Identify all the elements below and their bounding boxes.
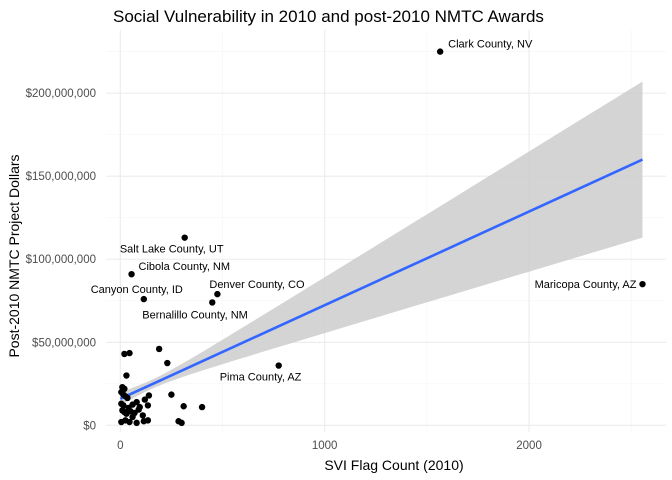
data-point [129, 401, 136, 408]
data-point [436, 48, 444, 55]
y-tick-label: $200,000,000 [26, 88, 96, 100]
chart-title: Social Vulnerability in 2010 and post-20… [113, 7, 544, 26]
data-point [128, 270, 135, 278]
data-point [141, 396, 149, 403]
confidence-band-area [120, 81, 643, 406]
point-label: Bernalillo County, NM [142, 309, 248, 321]
data-point [126, 349, 133, 357]
point-label: Salt Lake County, UT [120, 244, 224, 256]
data-point [139, 412, 146, 419]
x-tick-label: 2000 [516, 440, 542, 452]
point-label: Denver County, CO [209, 279, 305, 291]
confidence-band [120, 81, 643, 406]
trend-line [119, 158, 644, 400]
data-point [214, 290, 221, 298]
y-tick-label: $0 [83, 420, 96, 432]
data-point [121, 350, 128, 358]
point-annotations: Clark County, NV Maricopa County, AZ Salt … [91, 39, 637, 384]
data-point [144, 402, 152, 409]
data-point [178, 419, 185, 427]
x-tick-label: 0 [117, 440, 123, 452]
point-label: Cibola County, NM [139, 261, 231, 273]
data-point [123, 372, 130, 379]
data-point [140, 295, 148, 303]
data-point [198, 403, 206, 411]
y-tick-label: $100,000,000 [26, 254, 96, 266]
y-tick-label: $150,000,000 [26, 171, 96, 183]
point-label: Canyon County, ID [91, 284, 183, 296]
data-point [133, 419, 140, 427]
data-point [181, 234, 188, 241]
data-point [168, 391, 175, 398]
data-point [129, 413, 136, 421]
data-point [155, 345, 163, 353]
data-point [275, 362, 282, 369]
data-point [120, 402, 127, 409]
data-point [124, 394, 131, 402]
data-point [180, 403, 187, 410]
x-tick-label: 1000 [312, 440, 338, 452]
data-points [118, 48, 646, 427]
data-point [135, 406, 142, 413]
data-point [639, 280, 646, 288]
y-axis-ticks: $0 $50,000,000 $100,000,000 $150,000,000 $20… [26, 88, 96, 432]
data-point [126, 418, 133, 426]
data-point [209, 299, 216, 306]
point-label: Pima County, AZ [220, 372, 302, 384]
data-point [118, 418, 125, 426]
y-axis-title: Post-2010 NMTC Project Dollars [6, 154, 22, 357]
trend-line-group [119, 158, 644, 400]
data-point [144, 417, 152, 424]
x-axis-ticks: 0 1000 2000 [117, 440, 542, 452]
data-point [145, 392, 153, 399]
point-label: Maricopa County, AZ [535, 279, 637, 291]
y-tick-label: $50,000,000 [32, 337, 96, 349]
x-axis-title: SVI Flag Count (2010) [324, 457, 463, 473]
point-label: Clark County, NV [448, 39, 533, 51]
data-point [164, 359, 171, 367]
